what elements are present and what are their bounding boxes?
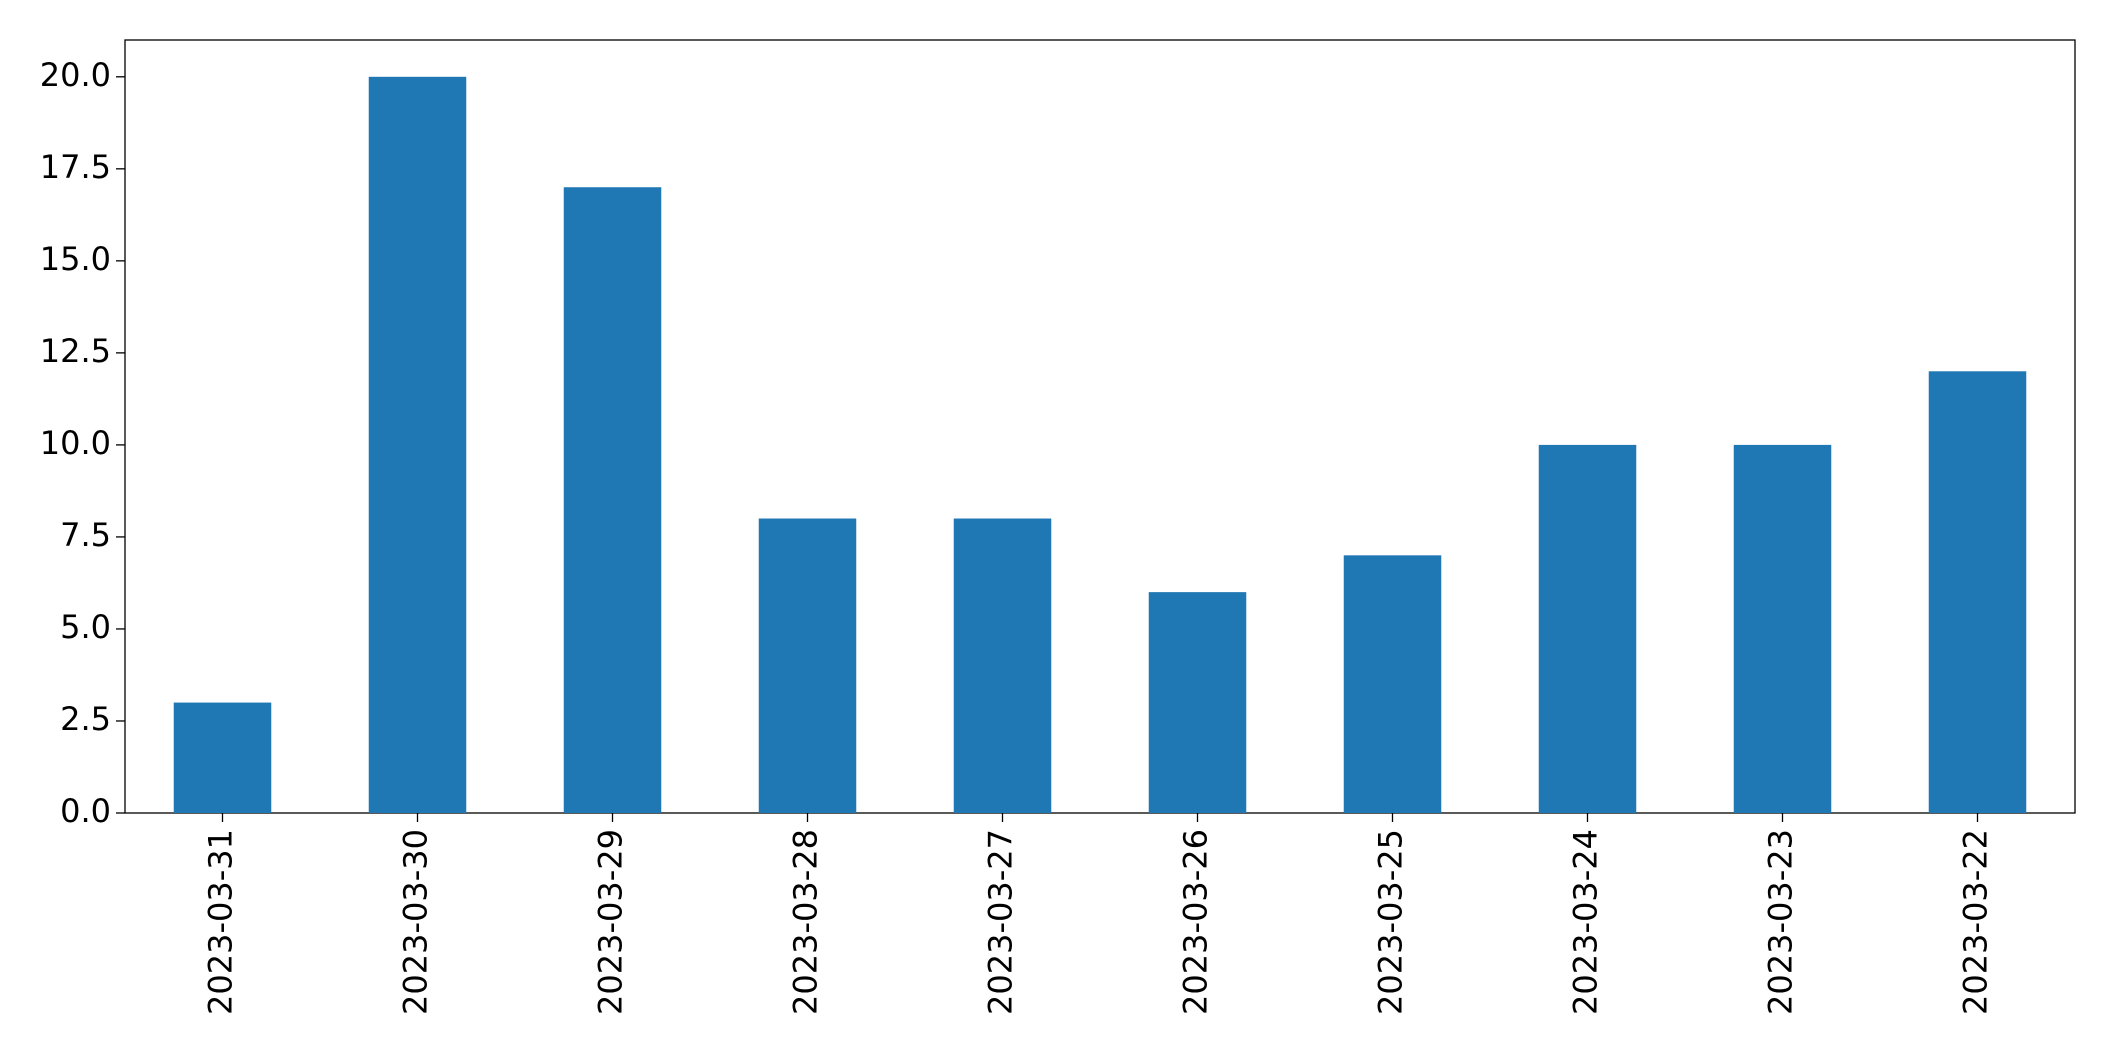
x-tick-label: 2023-03-26 (1177, 829, 1215, 1015)
bar (758, 518, 857, 813)
x-tick-label: 2023-03-30 (397, 829, 435, 1015)
y-tick-label: 5.0 (60, 608, 111, 646)
x-tick-label: 2023-03-29 (592, 829, 630, 1015)
y-tick-label: 17.5 (40, 148, 111, 186)
bar (1343, 555, 1442, 813)
y-tick-label: 15.0 (40, 240, 111, 278)
y-tick-label: 0.0 (60, 792, 111, 830)
bar (368, 76, 467, 814)
bar (173, 702, 272, 813)
x-tick-label: 2023-03-31 (202, 829, 240, 1015)
y-tick-label: 10.0 (40, 424, 111, 462)
x-tick-label: 2023-03-23 (1762, 829, 1800, 1015)
bar (563, 187, 662, 813)
bar (1148, 592, 1247, 813)
y-tick-label: 20.0 (40, 56, 111, 94)
plot-frame (124, 39, 2076, 814)
y-tick-label: 7.5 (60, 516, 111, 554)
y-tick-label: 12.5 (40, 332, 111, 370)
bar (953, 518, 1052, 813)
x-tick-label: 2023-03-28 (787, 829, 825, 1015)
y-tick-label: 2.5 (60, 700, 111, 738)
x-tick-label: 2023-03-27 (982, 829, 1020, 1015)
bar (1538, 444, 1637, 813)
x-tick-label: 2023-03-25 (1372, 829, 1410, 1015)
x-tick-label: 2023-03-24 (1567, 829, 1605, 1015)
bar (1928, 371, 2027, 813)
x-tick-label: 2023-03-22 (1957, 829, 1995, 1015)
bar (1733, 444, 1832, 813)
